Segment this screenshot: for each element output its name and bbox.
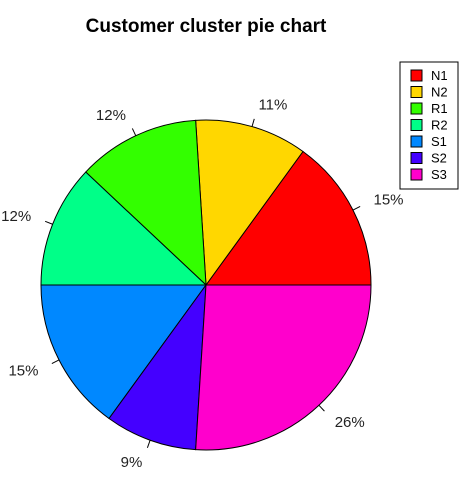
legend-label-s1: S1 bbox=[431, 134, 447, 149]
legend-swatch-s2 bbox=[410, 152, 423, 164]
pie-slice-n1 bbox=[205, 150, 372, 286]
legend-swatch-s1 bbox=[410, 135, 423, 148]
pie-slice-s1 bbox=[40, 284, 207, 420]
chart-title: Customer cluster pie chart bbox=[86, 16, 327, 37]
label-tick-r1 bbox=[131, 128, 137, 136]
label-tick-n2 bbox=[251, 118, 255, 127]
legend-box bbox=[399, 61, 459, 190]
legend-swatch-n1 bbox=[410, 69, 423, 82]
slice-label-ticks bbox=[44, 118, 361, 448]
label-tick-r2 bbox=[44, 220, 53, 225]
pie-slice-r1 bbox=[85, 119, 207, 287]
legend-label-r2: R2 bbox=[431, 118, 448, 133]
label-tick-n1 bbox=[352, 206, 361, 211]
slice-label-r1: 12% bbox=[96, 107, 126, 124]
legend-label-n2: N2 bbox=[431, 85, 448, 100]
slice-label-s2: 9% bbox=[121, 454, 143, 471]
pie-slice-n2 bbox=[195, 119, 304, 287]
label-tick-s3 bbox=[318, 404, 325, 412]
legend-label-s3: S3 bbox=[431, 167, 447, 182]
legend-label-n1: N1 bbox=[431, 68, 448, 83]
legend-swatch-r1 bbox=[410, 102, 423, 115]
legend-swatch-r2 bbox=[410, 119, 423, 131]
pie-slice-r2 bbox=[40, 171, 208, 286]
label-tick-s2 bbox=[146, 440, 151, 448]
slice-labels: 15% 11% 12% 12% 15% 9% 26% bbox=[1, 96, 403, 470]
slice-label-s1: 15% bbox=[8, 362, 38, 379]
pie-slice-s3 bbox=[195, 284, 372, 451]
pie-slice-s2 bbox=[108, 283, 207, 451]
legend-label-s2: S2 bbox=[431, 151, 447, 166]
pie-slices bbox=[40, 119, 372, 451]
legend-label-r1: R1 bbox=[431, 101, 448, 116]
slice-label-s3: 26% bbox=[335, 414, 365, 431]
slice-label-n2: 11% bbox=[258, 96, 287, 113]
legend-swatch-s3 bbox=[410, 168, 423, 181]
slice-label-r2: 12% bbox=[1, 208, 31, 225]
label-tick-s1 bbox=[51, 359, 60, 364]
legend-swatch-n2 bbox=[410, 86, 423, 98]
slice-label-n1: 15% bbox=[374, 192, 404, 209]
